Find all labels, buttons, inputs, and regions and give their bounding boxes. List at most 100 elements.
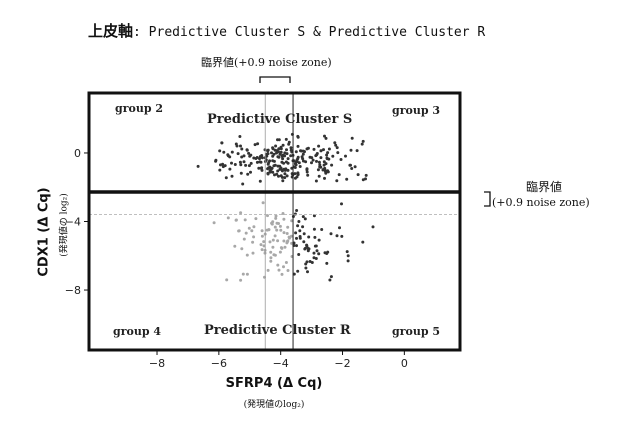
- data-point: [271, 223, 274, 226]
- data-point: [244, 164, 247, 167]
- data-point: [323, 160, 326, 163]
- data-point: [348, 164, 351, 167]
- data-point: [273, 160, 276, 163]
- data-point: [267, 269, 270, 272]
- data-point: [274, 234, 277, 237]
- data-point: [218, 149, 221, 152]
- data-point: [252, 225, 255, 228]
- data-point: [295, 244, 298, 247]
- data-point: [287, 162, 290, 165]
- cluster-s-label: Predictive Cluster S: [207, 112, 352, 127]
- data-point: [235, 143, 238, 146]
- data-point: [233, 245, 236, 248]
- data-point: [286, 226, 289, 229]
- data-point: [220, 141, 223, 144]
- y-tick-label: 0: [74, 147, 81, 160]
- data-point: [338, 226, 341, 229]
- data-point: [315, 180, 318, 183]
- data-point: [290, 235, 293, 238]
- data-point: [354, 165, 357, 168]
- data-point: [248, 227, 251, 230]
- data-point: [276, 138, 279, 141]
- data-point: [350, 167, 353, 170]
- x-tick-label: −8: [149, 357, 165, 370]
- data-point: [222, 165, 225, 168]
- data-point: [364, 177, 367, 180]
- data-point: [347, 259, 350, 262]
- data-point: [347, 254, 350, 257]
- data-point: [272, 164, 275, 167]
- data-point: [350, 149, 353, 152]
- data-point: [254, 217, 257, 220]
- data-point: [307, 236, 310, 239]
- data-point: [281, 179, 284, 182]
- data-point: [222, 151, 225, 154]
- data-point: [218, 169, 221, 172]
- data-point: [295, 209, 298, 212]
- data-point: [333, 141, 336, 144]
- data-point: [330, 232, 333, 235]
- data-point: [274, 254, 277, 257]
- data-point: [256, 156, 259, 159]
- data-point: [302, 153, 305, 156]
- data-point: [294, 231, 297, 234]
- data-point: [365, 174, 368, 177]
- data-point: [286, 232, 289, 235]
- data-point: [267, 228, 270, 231]
- data-point: [340, 202, 343, 205]
- data-point: [260, 161, 263, 164]
- data-point: [284, 246, 287, 249]
- data-point: [305, 244, 308, 247]
- data-point: [280, 247, 283, 250]
- data-point: [246, 173, 249, 176]
- data-point: [295, 150, 298, 153]
- data-point: [297, 253, 300, 256]
- data-point: [296, 171, 299, 174]
- data-point: [245, 232, 248, 235]
- data-point: [313, 252, 316, 255]
- data-point: [289, 154, 292, 157]
- data-point: [242, 273, 245, 276]
- data-point: [372, 225, 375, 228]
- data-point: [322, 168, 325, 171]
- data-point: [313, 148, 316, 151]
- data-point: [246, 273, 249, 276]
- data-point: [285, 148, 288, 151]
- data-point: [197, 165, 200, 168]
- data-point: [231, 175, 234, 178]
- data-point: [277, 150, 280, 153]
- data-point: [285, 138, 288, 141]
- data-point: [274, 226, 277, 229]
- data-point: [323, 164, 326, 167]
- data-point: [278, 269, 281, 272]
- data-point: [314, 154, 317, 157]
- data-point: [260, 167, 263, 170]
- data-point: [304, 263, 307, 266]
- data-point: [303, 248, 306, 251]
- data-point: [266, 150, 269, 153]
- data-point: [299, 237, 302, 240]
- data-point: [270, 168, 273, 171]
- data-point: [239, 211, 242, 214]
- data-point: [213, 221, 216, 224]
- data-point: [296, 135, 299, 138]
- data-point: [286, 239, 289, 242]
- data-point: [248, 164, 251, 167]
- data-point: [274, 145, 277, 148]
- data-point: [314, 245, 317, 248]
- data-point: [276, 264, 279, 267]
- data-point: [246, 254, 249, 257]
- data-point: [265, 155, 268, 158]
- data-point: [287, 157, 290, 160]
- data-point: [250, 229, 253, 232]
- data-point: [276, 239, 279, 242]
- data-point: [277, 165, 280, 168]
- data-point: [271, 246, 274, 249]
- group-4-label: group 4: [113, 325, 161, 338]
- data-point: [296, 224, 299, 227]
- data-point: [362, 140, 365, 143]
- data-point: [297, 156, 300, 159]
- data-point: [325, 262, 328, 265]
- x-tick-label: −6: [211, 357, 227, 370]
- data-point: [261, 235, 264, 238]
